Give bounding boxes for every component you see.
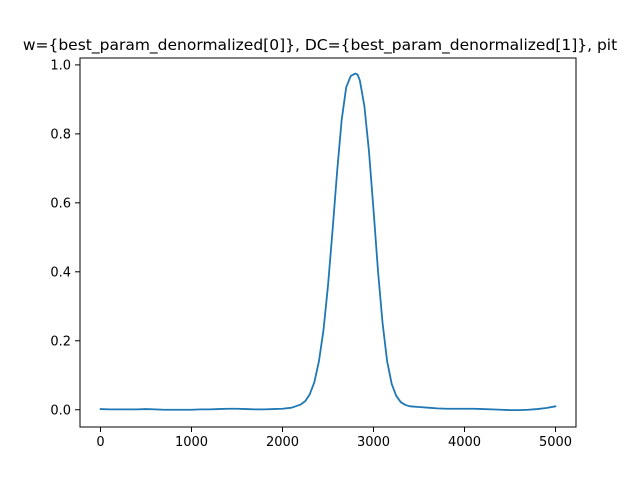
- chart-title: w={best_param_denormalized[0]}, DC={best…: [23, 36, 617, 55]
- series-line-0: [99, 72, 557, 411]
- x-tick-label: 1000: [175, 435, 208, 450]
- x-tick-label: 5000: [539, 435, 572, 450]
- y-tick-label: 0.2: [50, 334, 71, 349]
- x-tick-label: 0: [96, 435, 104, 450]
- y-tick-label: 0.4: [50, 265, 71, 280]
- y-tick-label: 0.0: [50, 403, 71, 418]
- y-tick-label: 1.0: [50, 58, 71, 73]
- plot-area: 0 1000 2000 3000 4000 5000 0.0 0.2 0.4 0.6 0.8 1.0: [50, 57, 577, 450]
- x-tick-label: 2000: [266, 435, 299, 450]
- x-tick-label: 4000: [448, 435, 481, 450]
- x-tick-label: 3000: [357, 435, 390, 450]
- y-tick-label: 0.8: [50, 127, 71, 142]
- y-tick-label: 0.6: [50, 196, 71, 211]
- axes-frame: [79, 57, 577, 428]
